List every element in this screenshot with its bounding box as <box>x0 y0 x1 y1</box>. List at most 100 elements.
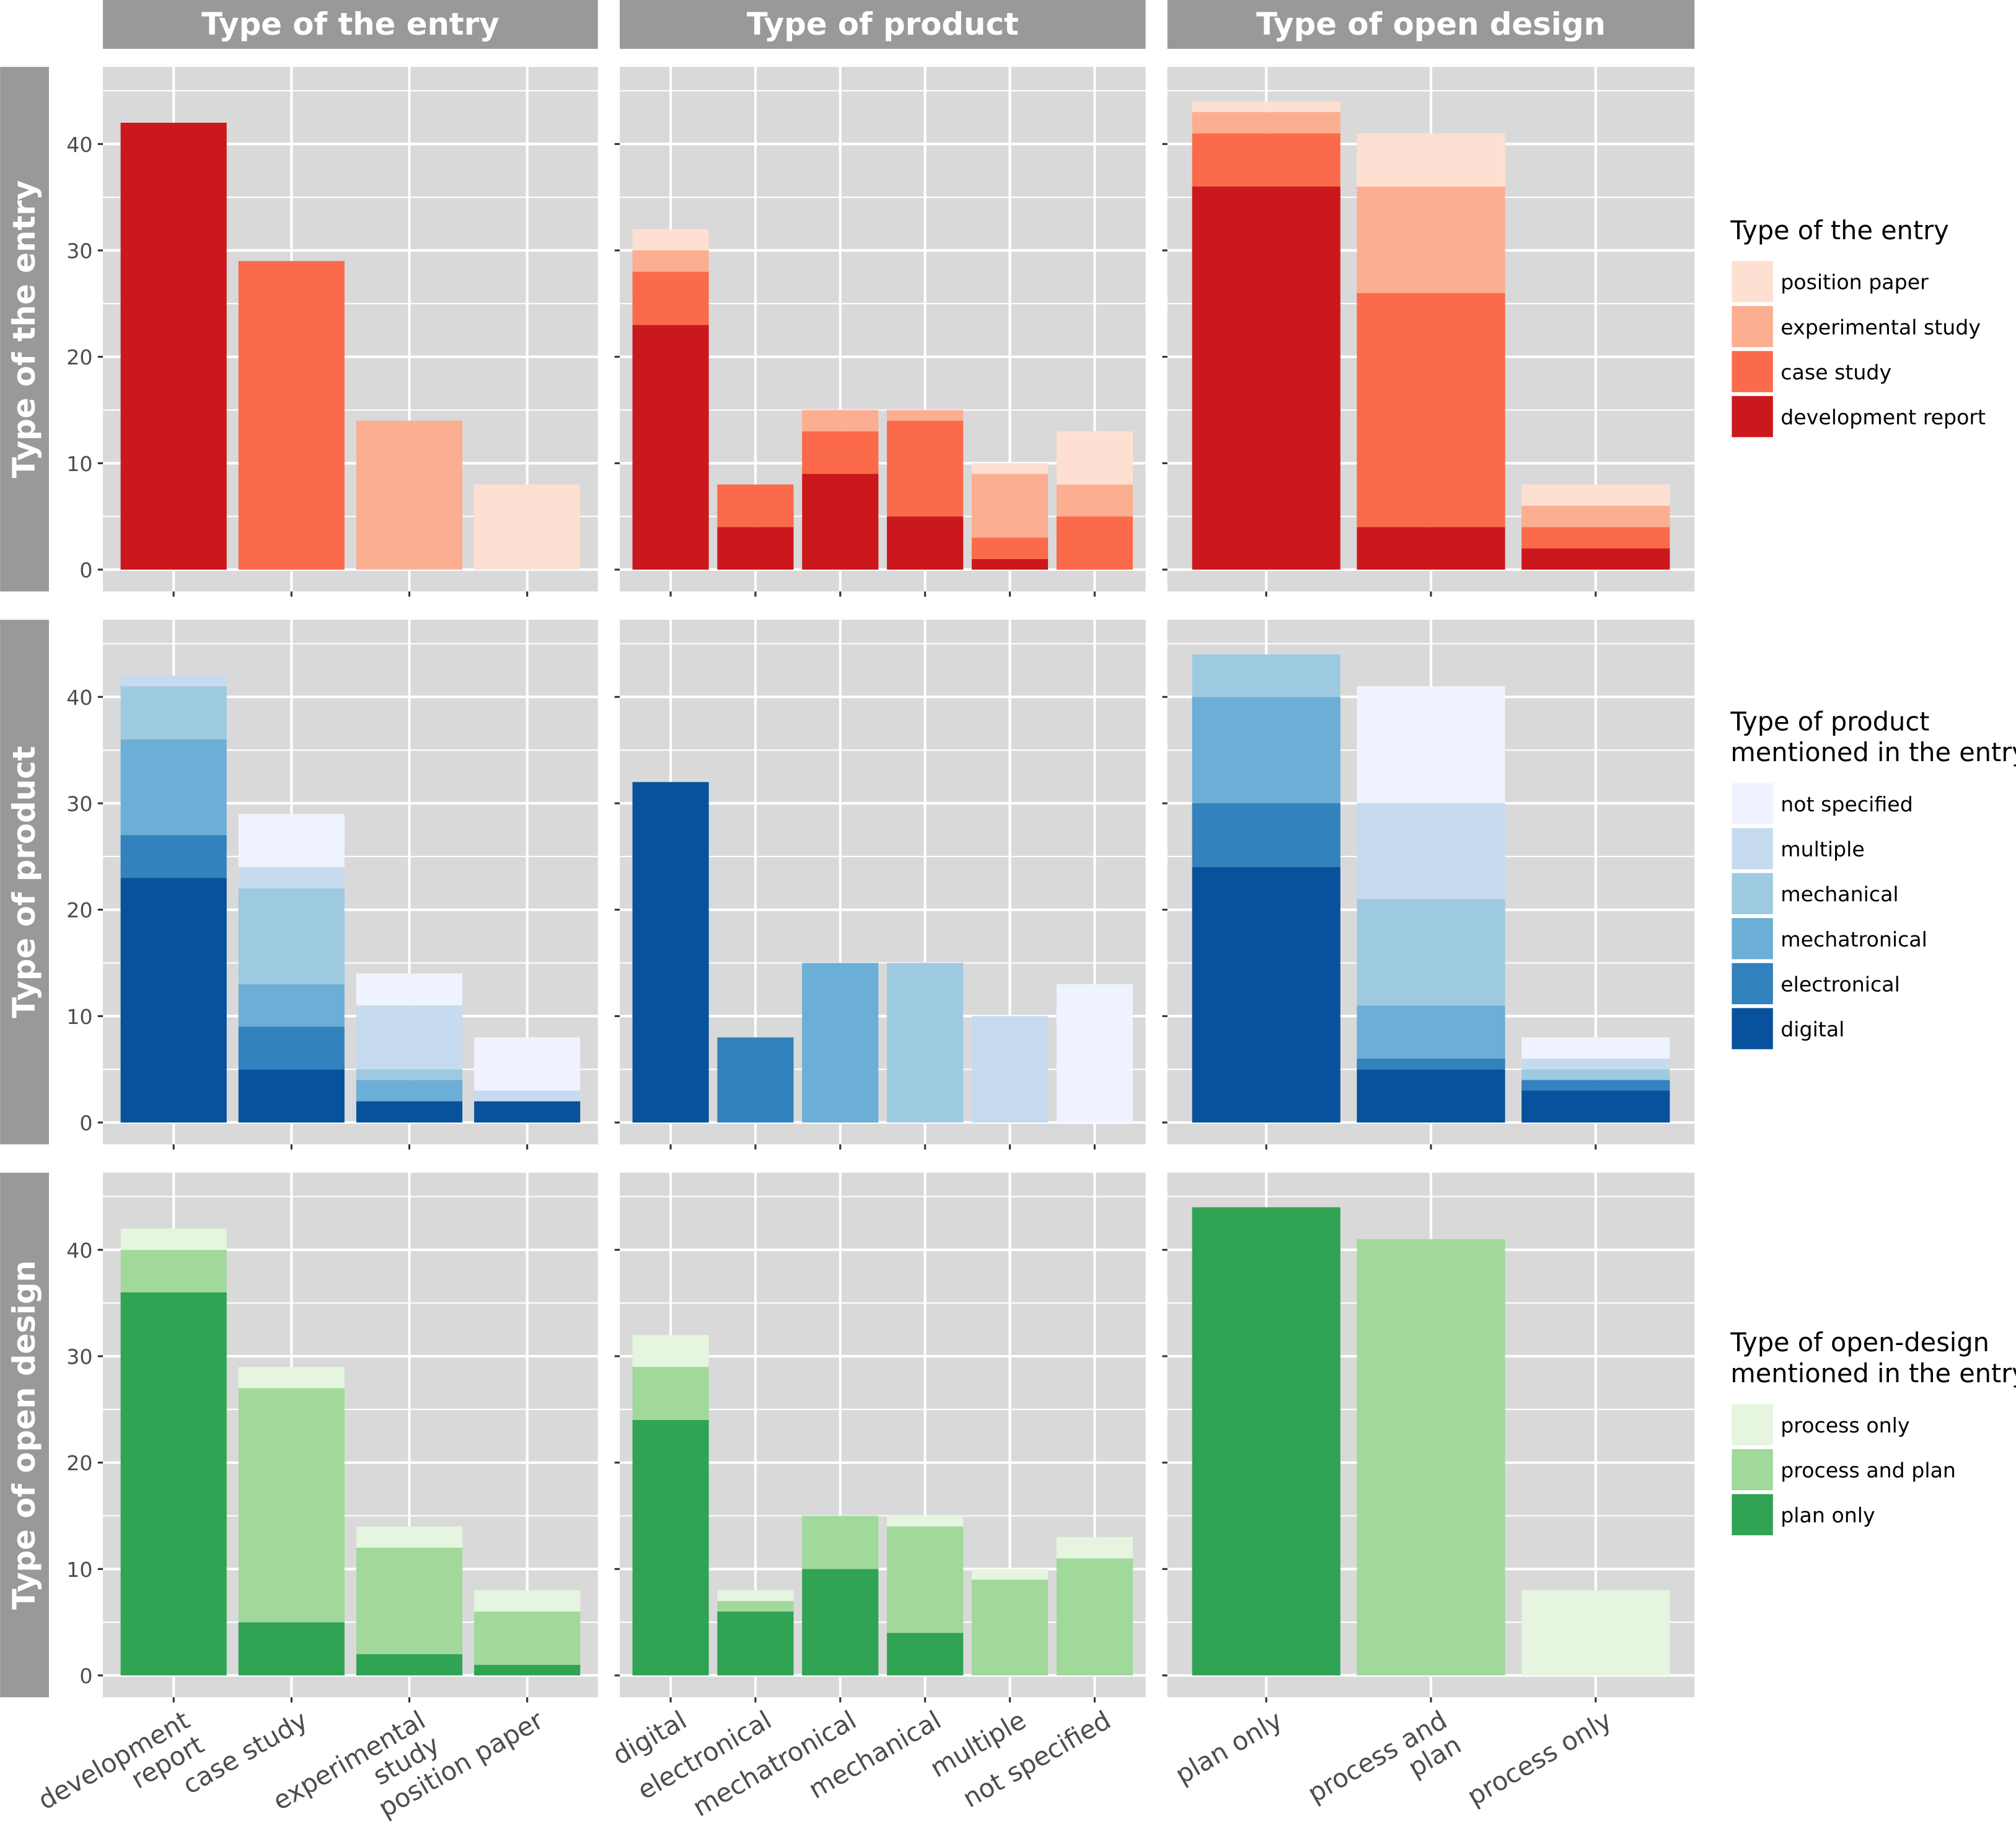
bar-segment <box>356 1526 463 1548</box>
bar-segment <box>120 676 227 687</box>
bar-segment <box>238 888 345 984</box>
bar-segment <box>802 474 879 570</box>
y-tick-label: 0 <box>79 1111 92 1135</box>
bar-segment <box>632 1335 709 1367</box>
column-strip <box>103 0 598 49</box>
bar-segment <box>1056 1558 1133 1675</box>
bar-segment <box>1192 187 1340 570</box>
bar-segment <box>1357 133 1505 187</box>
row-strip <box>0 619 49 1145</box>
panel: digitalelectronicalmechatronicalmechanic… <box>607 1172 1146 1822</box>
bar-segment <box>1357 803 1505 899</box>
panel: 0 10 20 30 40 <box>66 66 598 597</box>
bar-segment <box>1357 686 1505 804</box>
x-tick-label-line: process only <box>1462 1705 1617 1812</box>
bar-segment <box>238 261 345 570</box>
y-tick-label: 30 <box>66 1344 92 1369</box>
y-tick-label: 10 <box>66 452 92 476</box>
legend-key <box>1732 873 1773 914</box>
bar-segment <box>356 1101 463 1123</box>
bar-segment <box>1056 516 1133 570</box>
bar-segment <box>474 1101 581 1123</box>
bar-segment <box>1357 1058 1505 1070</box>
bar-segment <box>1192 654 1340 697</box>
bar-segment <box>238 1388 345 1623</box>
bar-segment <box>238 984 345 1027</box>
row-strip-label: Type of open design <box>6 1260 42 1610</box>
bar-segment <box>1357 187 1505 293</box>
bar-segment <box>1357 293 1505 527</box>
bar-segment <box>887 420 964 517</box>
legend-label: electronical <box>1781 972 1900 996</box>
column-strip-label: Type of the entry <box>201 6 500 42</box>
bar-segment <box>1192 697 1340 804</box>
bar-segment <box>474 484 581 570</box>
bar-segment <box>120 1229 227 1250</box>
bar-segment <box>1192 133 1340 187</box>
bar-segment <box>1521 1069 1670 1080</box>
bar-segment <box>238 1026 345 1070</box>
bar-segment <box>802 410 879 431</box>
legend-key <box>1732 351 1773 392</box>
bar-segment <box>120 1292 227 1675</box>
bar-segment <box>238 814 345 868</box>
bar-segment <box>1521 1080 1670 1091</box>
y-tick-label: 10 <box>66 1558 92 1582</box>
legend-key <box>1732 918 1773 960</box>
legend-key <box>1732 1449 1773 1491</box>
bar-segment <box>120 123 227 570</box>
bar-segment <box>971 463 1049 474</box>
bar-segment <box>632 250 709 272</box>
legend-key <box>1732 827 1773 870</box>
x-tick-label: process andplan <box>1303 1705 1466 1831</box>
y-tick-label: 40 <box>66 133 92 157</box>
panel <box>1162 619 1695 1150</box>
legend-label: digital <box>1781 1017 1844 1041</box>
legend-key <box>1732 963 1773 1005</box>
legend-key <box>1732 395 1773 438</box>
bar-segment <box>1357 1239 1505 1675</box>
bar-segment <box>1192 101 1340 112</box>
bar-segment <box>1357 899 1505 1006</box>
bar-segment <box>802 963 879 1123</box>
bar-segment <box>887 1526 964 1633</box>
x-tick-label: plan only <box>1170 1705 1287 1790</box>
bar-segment <box>120 878 227 1123</box>
bar-segment <box>717 484 794 527</box>
bar-segment <box>1357 1005 1505 1059</box>
y-tick-label: 20 <box>66 345 92 369</box>
x-tick-label: process only <box>1462 1705 1617 1812</box>
panel: 0 10 20 30 40 <box>66 619 598 1150</box>
legend-label: development report <box>1781 405 1986 430</box>
bar-segment <box>356 1548 463 1654</box>
bar-segment <box>971 1579 1049 1675</box>
legend-key <box>1732 1008 1773 1049</box>
bar-segment <box>474 1037 581 1091</box>
panel <box>614 66 1146 597</box>
bar-segment <box>1192 1207 1340 1675</box>
bar-segment <box>887 516 964 570</box>
legend-title: Type of product <box>1730 706 1929 736</box>
bar-segment <box>632 1420 709 1675</box>
bar-segment <box>717 1037 794 1123</box>
legend-title: Type of the entry <box>1730 215 1948 245</box>
bar-segment <box>356 1005 463 1070</box>
legend-key <box>1732 1494 1773 1535</box>
bar-segment <box>1056 1537 1133 1559</box>
bar-segment <box>717 1590 794 1601</box>
bar-segment <box>1056 984 1133 1123</box>
bar-segment <box>474 1664 581 1675</box>
legend-label: plan only <box>1781 1503 1875 1527</box>
column-strip-label: Type of product <box>747 6 1019 42</box>
bar-segment <box>887 963 964 1123</box>
bar-segment <box>717 1611 794 1675</box>
legend-label: process only <box>1781 1413 1909 1437</box>
bar-segment <box>971 474 1049 538</box>
bar-segment <box>238 867 345 889</box>
bar-segment <box>1521 1590 1670 1675</box>
bar-segment <box>1521 1090 1670 1123</box>
legend-label: position paper <box>1781 270 1929 294</box>
bar-segment <box>1192 867 1340 1123</box>
